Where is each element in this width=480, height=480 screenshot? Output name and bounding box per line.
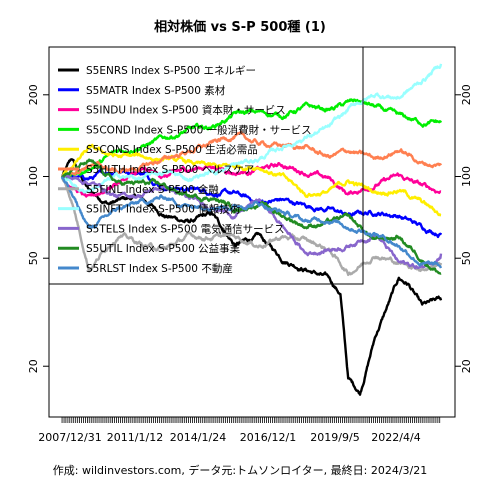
legend-label-4: S5CONS Index S-P500 生活必需品: [86, 143, 258, 156]
chart-title: 相対株価 vs S-P 500種 (1): [154, 19, 326, 35]
y-tick-label-left-20: 20: [27, 359, 40, 373]
series-line-3: [61, 98, 443, 181]
series-line-5: [60, 130, 443, 178]
legend-label-9: S5UTIL Index S-P500 公益事業: [86, 242, 241, 255]
x-tick-label-5: 2022/4/4: [371, 431, 420, 444]
x-tick-label-0: 2007/12/31: [38, 431, 101, 444]
series-line-7: [61, 63, 443, 194]
legend-items: S5ENRS Index S-P500 エネルギー S5MATR Index S-…: [58, 65, 312, 275]
x-tick-label-1: 2011/1/12: [107, 431, 163, 444]
legend-label-0: S5ENRS Index S-P500 エネルギー: [86, 65, 256, 77]
y-tick-label-right-200: 200: [460, 84, 473, 105]
legend-label-10: S5RLST Index S-P500 不動産: [86, 262, 233, 275]
y-tick-label-left-50: 50: [27, 251, 40, 265]
chart-footer: 作成: wildinvestors.com, データ元:トムソンロイター, 最終…: [53, 463, 427, 477]
series-line-6: [60, 177, 443, 277]
series-line-4: [61, 143, 442, 217]
x-tick-label-2: 2014/1/24: [170, 431, 226, 444]
legend-label-2: S5INDU Index S-P500 資本財・サービス: [86, 104, 286, 117]
y-tick-label-left-100: 100: [27, 166, 40, 187]
series-line-2: [61, 162, 442, 198]
y-tick-label-right-50: 50: [460, 251, 473, 265]
y-tick-label-right-20: 20: [460, 359, 473, 373]
legend-label-8: S5TELS Index S-P500 電気通信サービス: [86, 222, 285, 235]
series-layer: [60, 63, 443, 396]
x-tick-label-3: 2016/12/1: [240, 431, 296, 444]
y-tick-label-left-200: 200: [27, 84, 40, 105]
legend-box: [48, 46, 364, 285]
y-axis-left: 20 50 100 200: [27, 84, 50, 373]
legend: S5ENRS Index S-P500 エネルギー S5MATR Index S-…: [48, 46, 364, 285]
legend-label-3: S5COND Index S-P500 一般消費財・サービス: [86, 123, 312, 136]
x-tick-label-4: 2019/9/5: [310, 431, 359, 444]
series-line-0: [61, 158, 443, 396]
series-line-10: [60, 176, 443, 269]
legend-label-6: S5FINL Index S-P500 金融: [86, 183, 219, 196]
legend-label-7: S5INFT Index S-P500 情報技術: [86, 203, 241, 216]
legend-label-1: S5MATR Index S-P500 素材: [86, 84, 226, 97]
legend-label-5: S5HLTH Index S-P500 ヘルスケア: [86, 164, 254, 176]
y-axis-right: 20 50 100 200: [454, 84, 473, 373]
y-tick-label-right-100: 100: [460, 166, 473, 187]
x-axis: 2007/12/31 2011/1/12 2014/1/24 2016/12/1 201…: [38, 416, 441, 444]
